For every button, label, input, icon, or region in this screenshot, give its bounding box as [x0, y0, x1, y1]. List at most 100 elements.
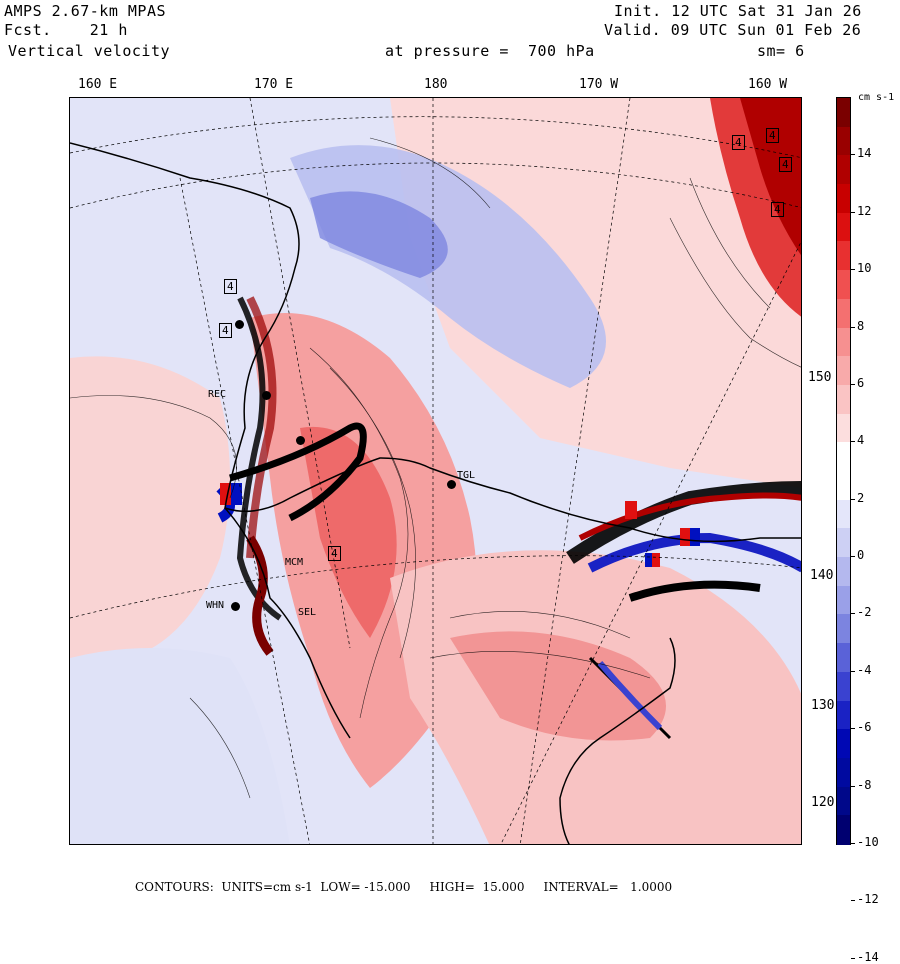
- station-mcm-label: MCM: [285, 557, 304, 568]
- colorbar-tick-mark: [851, 498, 855, 500]
- pressure-level: at pressure = 700 hPa: [385, 42, 595, 60]
- init-time: Init. 12 UTC Sat 31 Jan 26: [614, 2, 862, 20]
- colorbar-segment: [837, 442, 850, 472]
- contour-label-box: 4: [771, 202, 784, 217]
- positive-core-northeast: [740, 98, 801, 256]
- colorbar-segment: [837, 356, 850, 386]
- colorbar-segment: [837, 528, 850, 558]
- contour-lines: [70, 137, 801, 799]
- colorbar-tick-mark: [851, 556, 855, 558]
- colorbar-segment: [837, 557, 850, 587]
- positive-region-west: [70, 356, 230, 658]
- colorbar-segment: [837, 384, 850, 415]
- colorbar-tick-mark: [851, 269, 855, 271]
- colorbar-tick-label: 2: [857, 490, 865, 505]
- smoothing-label: sm= 6: [757, 42, 805, 60]
- station-whn-label: WHN: [206, 600, 225, 611]
- colorbar-tick-mark: [851, 785, 855, 787]
- contour-label-box: 4: [732, 135, 745, 150]
- lon-label-160w: 160 W: [748, 77, 788, 92]
- colorbar-tick-label: 10: [857, 261, 872, 276]
- lon-label-180: 180: [424, 77, 448, 92]
- colorbar-segment: [837, 126, 850, 156]
- colorbar-tick-label: -6: [857, 720, 872, 735]
- station-sel-label: SEL: [298, 607, 317, 618]
- colorbar-tick-label: -14: [857, 949, 879, 964]
- colorbar-segment: [837, 786, 850, 816]
- colorbar-tick-label: -8: [857, 777, 872, 792]
- colorbar-tick-label: 14: [857, 146, 872, 161]
- station-whn-dot: [231, 602, 240, 611]
- colorbar-tick-mark: [851, 900, 855, 902]
- map-panel: [69, 97, 802, 845]
- colorbar-tick-label: -2: [857, 605, 872, 620]
- contour-info-footer: CONTOURS: UNITS=cm s-1 LOW= -15.000 HIGH…: [135, 880, 673, 894]
- colorbar-segment: [837, 327, 850, 357]
- positive-core-south: [450, 631, 666, 741]
- colorbar-segment: [837, 155, 850, 185]
- colorbar-tick-mark: [851, 154, 855, 156]
- colorbar-tick-mark: [851, 843, 855, 844]
- field-name: Vertical velocity: [8, 42, 171, 60]
- colorbar-tick-label: 6: [857, 375, 865, 390]
- colorbar-tick-label: 0: [857, 548, 865, 563]
- colorbar-tick-mark: [851, 670, 855, 672]
- negative-region-southwest: [70, 648, 290, 844]
- colorbar-segment: [837, 643, 850, 673]
- valid-time: Valid. 09 UTC Sun 01 Feb 26: [604, 21, 862, 39]
- colorbar-segment: [837, 729, 850, 759]
- negative-core-north: [310, 191, 448, 278]
- colorbar-segment: [837, 671, 850, 702]
- mountain-wave-band-west: [216, 296, 367, 656]
- lon-label-160e: 160 E: [78, 77, 118, 92]
- station-tgl-label: TGL: [457, 470, 476, 481]
- station-tgl-dot: [447, 480, 456, 489]
- coastline-southeast: [559, 637, 676, 844]
- contour-label-box: 4: [766, 128, 779, 143]
- colorbar-segment: [837, 757, 850, 788]
- mountain-wave-band-east: [566, 481, 801, 740]
- model-title: AMPS 2.67-km MPAS: [4, 2, 167, 20]
- colorbar-segment: [837, 585, 850, 616]
- colorbar-tick-label: -10: [857, 835, 879, 849]
- vertical-velocity-map: [70, 98, 801, 844]
- colorbar-units: cm s-1: [858, 92, 895, 103]
- station-dot-rec: [262, 391, 271, 400]
- colorbar-segment: [837, 241, 850, 271]
- colorbar-segment: [837, 98, 850, 128]
- colorbar-tick-mark: [851, 728, 855, 730]
- colorbar-segment: [837, 184, 850, 214]
- colorbar-segment: [837, 499, 850, 529]
- positive-core-central: [300, 426, 397, 638]
- colorbar-segment: [837, 298, 850, 329]
- contour-label-box: 4: [779, 157, 792, 172]
- colorbar-tick-label: -4: [857, 662, 872, 677]
- colorbar-tick-mark: [851, 613, 855, 615]
- colorbar: [836, 97, 851, 845]
- colorbar-segment: [837, 413, 850, 443]
- colorbar-tick-label: -12: [857, 892, 879, 907]
- contour-label-box: 4: [224, 279, 237, 294]
- coastline-south: [224, 507, 351, 739]
- lon-label-170e: 170 E: [254, 77, 294, 92]
- colorbar-tick-mark: [851, 441, 855, 443]
- station-dot-north: [235, 320, 244, 329]
- colorbar-tick-mark: [851, 957, 855, 959]
- graticule: [70, 98, 801, 844]
- colorbar-tick-mark: [851, 326, 855, 328]
- colorbar-tick-mark: [851, 211, 855, 213]
- colorbar-tick-label: 8: [857, 318, 865, 333]
- colorbar-tick-label: 12: [857, 203, 872, 218]
- colorbar-segment: [837, 212, 850, 243]
- colorbar-segment: [837, 700, 850, 730]
- colorbar-segment: [837, 270, 850, 300]
- contour-label-box: 4: [328, 546, 341, 561]
- colorbar-segment: [837, 815, 850, 845]
- forecast-hour: Fcst. 21 h: [4, 21, 128, 39]
- station-dot-mcm: [296, 436, 305, 445]
- colorbar-tick-mark: [851, 383, 855, 385]
- contour-label-box: 4: [219, 323, 232, 338]
- station-rec-label: REC: [208, 389, 227, 400]
- colorbar-segment: [837, 471, 850, 501]
- colorbar-tick-label: 4: [857, 433, 865, 448]
